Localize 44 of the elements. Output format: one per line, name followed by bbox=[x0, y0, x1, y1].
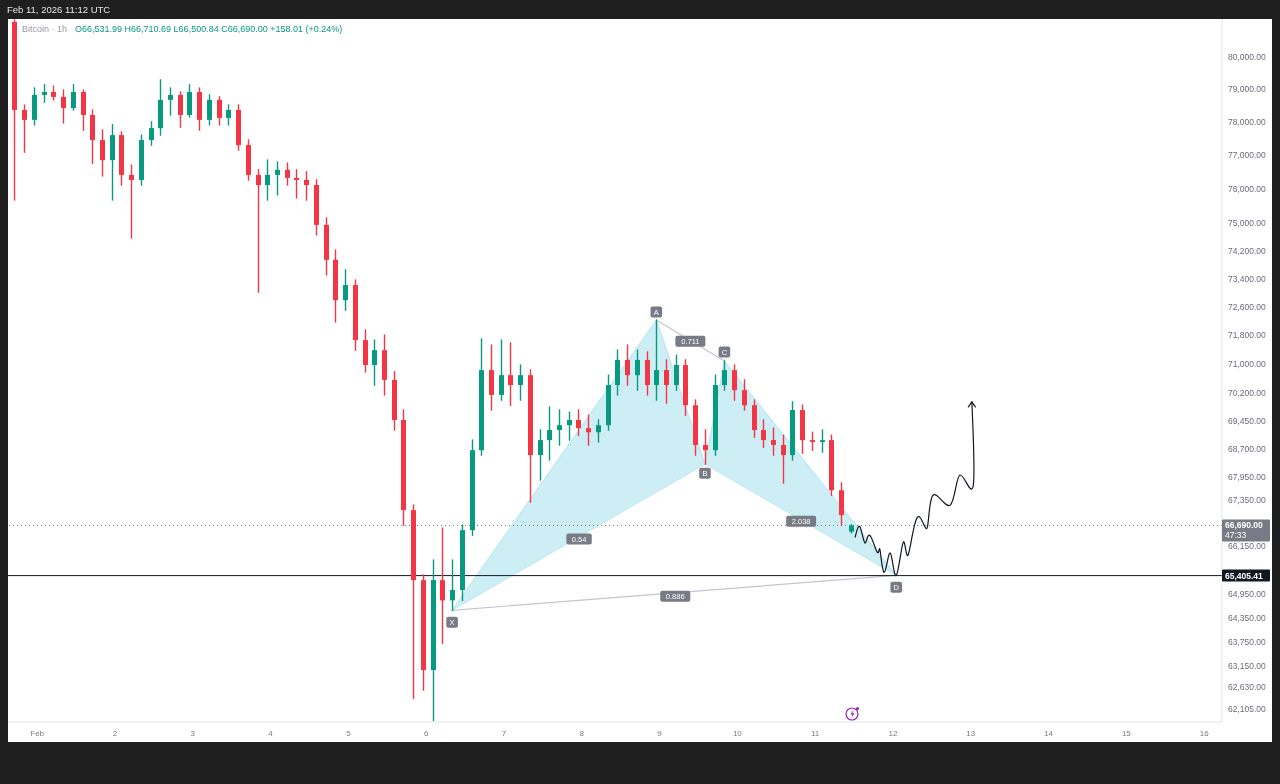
y-tick-label: 78,000.00 bbox=[1228, 117, 1267, 128]
x-tick-label: 3 bbox=[190, 728, 196, 738]
y-tick-label: 63,750.00 bbox=[1228, 636, 1267, 647]
y-tick-label: 77,000.00 bbox=[1228, 150, 1267, 161]
x-tick-label: 2 bbox=[112, 728, 118, 738]
y-tick-label: 80,000.00 bbox=[1228, 52, 1267, 63]
y-tick-label: 68,700.00 bbox=[1228, 444, 1267, 455]
x-tick-label: 4 bbox=[268, 728, 274, 738]
y-tick-label: 75,000.00 bbox=[1228, 218, 1267, 229]
x-tick-label: 13 bbox=[966, 728, 976, 738]
y-tick-label: 63,150.00 bbox=[1228, 660, 1267, 671]
y-tick-label: 71,800.00 bbox=[1228, 330, 1267, 341]
y-tick-label: 64,950.00 bbox=[1228, 588, 1267, 599]
x-tick-label: 15 bbox=[1121, 728, 1132, 738]
ref-line-label: 65,405.41 bbox=[1225, 570, 1264, 581]
y-tick-label: 64,350.00 bbox=[1228, 612, 1267, 623]
x-tick-label: 5 bbox=[346, 728, 352, 738]
x-tick-label: 8 bbox=[579, 728, 585, 738]
x-tick-label: 14 bbox=[1044, 728, 1054, 738]
y-tick-label: 69,450.00 bbox=[1228, 416, 1267, 427]
x-tick-label: 10 bbox=[732, 728, 743, 738]
y-tick-label: 70,200.00 bbox=[1228, 388, 1267, 399]
x-tick-label: 12 bbox=[888, 728, 898, 738]
y-tick-label: 76,000.00 bbox=[1228, 184, 1267, 195]
x-tick-label: 6 bbox=[423, 728, 429, 738]
y-tick-label: 62,105.00 bbox=[1228, 703, 1267, 714]
text: Feb 11, 2026 11:12 UTC bbox=[7, 4, 111, 15]
y-tick-label: 67,950.00 bbox=[1228, 472, 1267, 483]
y-tick-label: 71,000.00 bbox=[1228, 359, 1267, 370]
x-tick-label: 11 bbox=[811, 728, 820, 738]
x-tick-label: 7 bbox=[501, 728, 507, 738]
y-tick-label: 72,600.00 bbox=[1228, 301, 1267, 312]
ref-line-label: 66,690.00 47:33 bbox=[1225, 520, 1264, 541]
x-tick-label: 9 bbox=[657, 728, 663, 738]
y-tick-label: 73,400.00 bbox=[1228, 273, 1267, 284]
y-tick-label: 79,000.00 bbox=[1228, 84, 1267, 95]
y-tick-label: 67,350.00 bbox=[1228, 495, 1267, 506]
y-tick-label: 62,630.00 bbox=[1228, 682, 1267, 693]
y-tick-label: 66,150.00 bbox=[1228, 541, 1267, 552]
text: O66,531.99 H66,710.69 L66,500.84 C66,690.00 +158.01 (+0.24%) bbox=[75, 24, 343, 34]
y-tick-label: 74,200.00 bbox=[1228, 245, 1267, 256]
x-tick-label: 16 bbox=[1199, 728, 1210, 738]
x-tick-label: Feb bbox=[30, 728, 45, 738]
text: Bitcoin · 1h bbox=[22, 24, 68, 34]
